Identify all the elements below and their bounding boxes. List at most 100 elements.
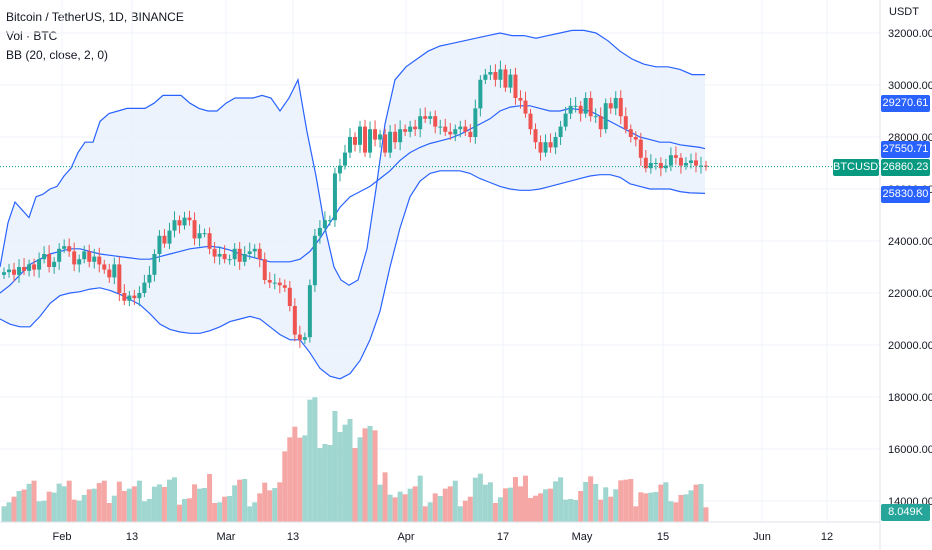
time-tick-label: May — [572, 531, 593, 543]
time-tick-label: Apr — [397, 531, 414, 543]
volume-bar — [467, 496, 473, 522]
volume-bar — [422, 506, 428, 522]
candle-body — [443, 126, 448, 132]
candle-body — [2, 272, 6, 275]
volume-bar — [377, 484, 383, 522]
volume-bar — [46, 491, 52, 522]
candle-body — [227, 259, 232, 261]
volume-bar — [382, 472, 388, 522]
candle-body — [37, 259, 42, 270]
candle-body — [242, 254, 247, 262]
candle-body — [222, 254, 227, 260]
candle-body — [518, 98, 523, 101]
volume-bar — [302, 435, 308, 522]
volume-bar — [663, 482, 669, 522]
volume-bar — [252, 502, 258, 522]
symbol-label[interactable]: Bitcoin / TetherUS, 1D, BINANCE — [6, 10, 184, 24]
volume-bar — [502, 488, 508, 522]
volume-bar — [307, 399, 313, 522]
candle-body — [623, 116, 628, 130]
volume-bar — [593, 484, 599, 522]
volume-bar — [633, 506, 639, 522]
candle-body — [257, 248, 262, 260]
candle-body — [613, 98, 618, 109]
volume-bar — [146, 499, 152, 522]
candle-body — [247, 251, 252, 254]
time-tick-label: 15 — [657, 531, 669, 543]
candle-body — [32, 264, 37, 270]
volume-bar — [76, 500, 82, 522]
time-tick-label: 17 — [497, 531, 509, 543]
candle-body — [87, 251, 92, 262]
last-price-tag: 26860.23 — [881, 159, 930, 176]
volume-bar — [683, 494, 689, 522]
volume-bar — [136, 480, 142, 522]
volume-bar — [156, 484, 162, 522]
volume-bar — [442, 488, 448, 522]
candle-body — [292, 306, 297, 335]
candle-body — [588, 98, 593, 117]
volume-bar — [407, 488, 413, 522]
candle-body — [267, 280, 272, 283]
volume-bar — [578, 491, 584, 522]
volume-bar — [86, 489, 92, 522]
volume-bar — [372, 430, 378, 522]
volume-bar — [192, 484, 198, 522]
candle-body — [388, 131, 393, 153]
volume-bar — [603, 487, 609, 522]
volume-bar — [643, 493, 649, 522]
candle-body — [307, 285, 312, 338]
volume-bar — [171, 477, 177, 522]
volume-bar — [568, 499, 574, 522]
volume-bar — [247, 506, 253, 522]
volume-bar — [342, 424, 348, 522]
volume-bar — [317, 448, 323, 522]
volume-bar — [703, 507, 709, 522]
volume-bar — [212, 503, 218, 522]
candle-body — [97, 256, 102, 265]
volume-bar — [462, 500, 468, 522]
candle-body — [42, 254, 47, 260]
candle-body — [643, 157, 648, 169]
time-axis-ticks: Feb 13 Mar 13 Apr 17 May 15 Jun 12 — [53, 531, 834, 543]
volume-bar — [21, 489, 27, 522]
volume-bar — [457, 506, 463, 522]
volume-bar — [111, 495, 117, 522]
volume-bar — [528, 498, 533, 522]
volume-bar — [522, 475, 528, 522]
volume-bar — [563, 499, 569, 522]
volume-bar — [412, 486, 418, 522]
volume-bar — [688, 490, 694, 522]
volume-bar — [658, 484, 664, 522]
volume-bar — [61, 486, 67, 522]
candle-body — [453, 129, 458, 135]
volume-bars — [1, 397, 709, 522]
volume-bar — [367, 426, 373, 522]
candle-body — [47, 254, 52, 267]
time-tick-label: 13 — [287, 531, 299, 543]
candle-body — [448, 131, 453, 135]
volume-bar — [653, 492, 659, 522]
candle-body — [212, 248, 217, 257]
volume-bar — [573, 500, 579, 522]
candle-body — [663, 165, 668, 169]
currency-unit-label[interactable]: USDT — [889, 6, 919, 18]
candle-body — [287, 287, 292, 306]
candle-body — [297, 334, 302, 340]
volume-bar — [608, 496, 614, 522]
candle-body — [172, 220, 177, 231]
candle-body — [177, 220, 182, 226]
candle-body — [593, 116, 598, 118]
candle-body — [493, 72, 498, 80]
volume-bar — [432, 493, 438, 522]
candle-body — [207, 233, 212, 249]
volume-bar — [151, 486, 157, 522]
bollinger-indicator-label[interactable]: BB (20, close, 2, 0) — [6, 48, 109, 62]
volume-bar — [638, 492, 644, 522]
candle-body — [57, 248, 62, 262]
volume-bar — [282, 451, 288, 522]
candle-body — [337, 165, 342, 174]
volume-bar — [648, 492, 654, 522]
candle-body — [508, 74, 513, 88]
